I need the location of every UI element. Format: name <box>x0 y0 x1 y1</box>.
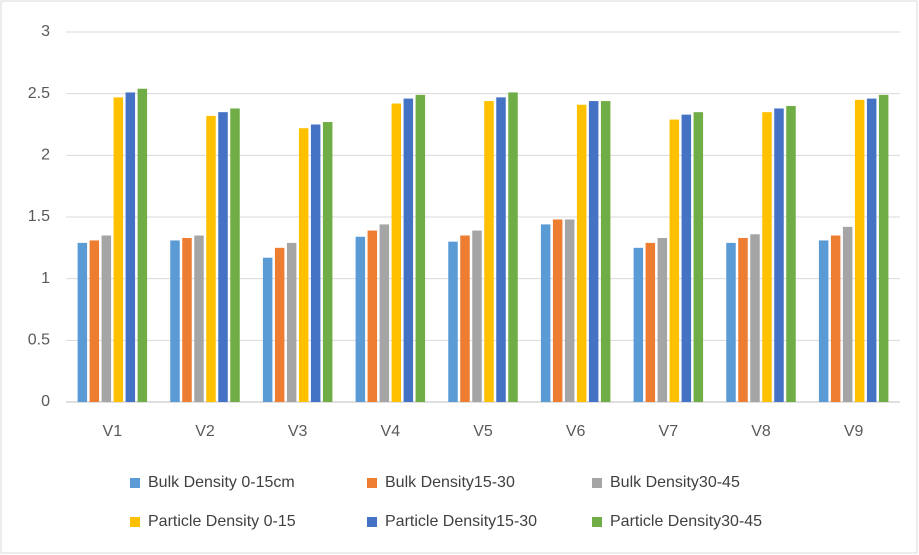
bar <box>774 108 784 402</box>
x-tick-label: V9 <box>844 423 864 440</box>
y-tick-label: 2.5 <box>28 85 50 102</box>
bar <box>448 241 458 402</box>
legend-swatch <box>130 517 140 527</box>
legend-label: Bulk Density30-45 <box>610 474 740 491</box>
bar <box>564 219 575 402</box>
bar <box>182 237 192 402</box>
x-tick-label: V8 <box>751 423 771 440</box>
bar <box>738 237 748 402</box>
bar <box>298 128 309 402</box>
bar <box>274 247 285 402</box>
bar <box>367 230 378 402</box>
y-tick-label: 0.5 <box>28 332 50 349</box>
bar <box>693 112 704 403</box>
x-tick-label: V6 <box>566 423 586 440</box>
bar <box>355 236 366 402</box>
legend-swatch <box>130 478 140 488</box>
bar <box>415 94 426 403</box>
bar <box>669 119 680 403</box>
x-tick-label: V2 <box>195 423 215 440</box>
bar <box>681 114 692 402</box>
bar <box>379 224 390 402</box>
bar <box>762 112 772 403</box>
bar <box>262 257 273 402</box>
bar <box>726 242 736 402</box>
bar <box>170 240 180 402</box>
bar <box>286 242 297 402</box>
bar <box>194 235 204 402</box>
bar <box>657 237 668 402</box>
bar <box>113 97 124 402</box>
bar <box>89 240 100 402</box>
legend-swatch <box>592 517 602 527</box>
bar <box>552 219 563 402</box>
y-tick-label: 0 <box>41 393 50 410</box>
legend-label: Particle Density15-30 <box>385 513 537 530</box>
y-tick-label: 1.5 <box>28 208 50 225</box>
bar <box>588 101 599 403</box>
legend-label: Bulk Density15-30 <box>385 474 515 491</box>
bar <box>540 224 551 402</box>
bar <box>830 235 841 402</box>
y-tick-label: 2 <box>41 147 50 164</box>
bar <box>460 235 470 402</box>
bar <box>391 103 402 403</box>
x-tick-label: V4 <box>381 423 401 440</box>
x-tick-label: V7 <box>659 423 679 440</box>
bar <box>310 124 321 402</box>
bar <box>125 92 136 402</box>
legend-label: Bulk Density 0-15cm <box>148 474 295 491</box>
bar <box>206 115 216 402</box>
bar <box>645 242 656 402</box>
bar <box>786 106 796 402</box>
bar <box>878 94 889 403</box>
bar <box>818 240 829 402</box>
bar <box>842 226 853 402</box>
legend-label: Particle Density30-45 <box>610 513 762 530</box>
bar <box>230 108 240 402</box>
x-tick-label: V1 <box>103 423 123 440</box>
legend-swatch <box>592 478 602 488</box>
bar <box>633 247 644 402</box>
legend-swatch <box>367 478 377 488</box>
bar <box>854 99 865 402</box>
bar <box>866 98 877 402</box>
bar <box>508 92 518 402</box>
bar <box>101 235 112 402</box>
bar <box>576 104 587 403</box>
bar <box>137 88 148 402</box>
bar <box>750 234 760 402</box>
bar <box>496 97 506 402</box>
x-tick-label: V5 <box>473 423 493 440</box>
bar <box>484 101 494 403</box>
bar <box>77 242 88 402</box>
y-tick-label: 1 <box>41 270 50 287</box>
bar <box>600 101 611 403</box>
legend-label: Particle Density 0-15 <box>148 513 296 530</box>
bar <box>218 112 228 403</box>
legend-swatch <box>367 517 377 527</box>
y-tick-label: 3 <box>41 23 50 40</box>
x-tick-label: V3 <box>288 423 308 440</box>
bar <box>322 122 333 403</box>
bar <box>472 230 482 402</box>
bar <box>403 98 414 402</box>
